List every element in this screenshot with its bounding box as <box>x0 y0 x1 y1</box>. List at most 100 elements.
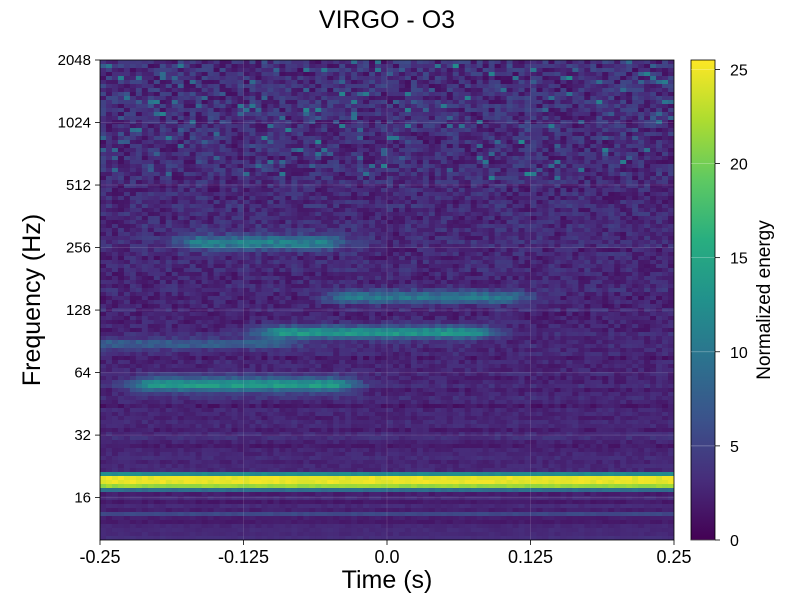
heatmap-cell <box>123 152 131 157</box>
heatmap-cell <box>398 204 406 209</box>
heatmap-cell <box>578 136 585 141</box>
heatmap-cell <box>267 244 274 249</box>
heatmap-cell <box>476 256 484 261</box>
heatmap-cell <box>524 84 532 89</box>
heatmap-cell <box>345 124 352 129</box>
heatmap-cell <box>506 112 514 117</box>
heatmap-cell <box>243 200 251 205</box>
heatmap-cell <box>392 108 400 113</box>
heatmap-cell <box>309 64 316 69</box>
heatmap-cell <box>548 164 556 169</box>
heatmap-cell <box>668 124 674 129</box>
heatmap-cell <box>243 88 251 93</box>
heatmap-cell <box>614 112 621 117</box>
heatmap-cell <box>357 112 364 117</box>
heatmap-cell <box>656 240 663 245</box>
heatmap-cell <box>434 144 442 149</box>
heatmap-cell <box>518 192 526 197</box>
heatmap-cell <box>117 184 125 189</box>
heatmap-cell <box>321 68 328 73</box>
heatmap-cell <box>626 176 633 181</box>
heatmap-cell <box>351 64 358 69</box>
heatmap-cell <box>620 212 627 217</box>
heatmap-cell <box>620 188 627 193</box>
heatmap-cell <box>285 100 292 105</box>
heatmap-cell <box>201 216 209 221</box>
heatmap-cell <box>416 208 424 213</box>
heatmap-cell <box>572 184 579 189</box>
heatmap-cell <box>147 92 155 97</box>
heatmap-cell <box>446 88 454 93</box>
heatmap-cell <box>452 224 460 229</box>
heatmap-cell <box>225 260 233 265</box>
heatmap-cell <box>249 160 257 165</box>
heatmap-cell <box>602 232 609 237</box>
heatmap-cell <box>267 220 274 225</box>
heatmap-cell <box>153 232 161 237</box>
heatmap-cell <box>494 88 502 93</box>
heatmap-cell <box>668 220 674 225</box>
heatmap-cell <box>231 264 239 269</box>
heatmap-cell <box>452 76 460 81</box>
heatmap-cell <box>464 112 472 117</box>
heatmap-cell <box>398 232 406 237</box>
heatmap-cell <box>129 72 137 77</box>
heatmap-cell <box>141 104 149 109</box>
heatmap-cell <box>129 64 137 69</box>
heatmap-cell <box>297 112 304 117</box>
heatmap-cell <box>398 240 406 245</box>
heatmap-cell <box>273 256 280 261</box>
heatmap-cell <box>446 228 454 233</box>
heatmap-cell <box>111 200 119 205</box>
heatmap-cell <box>434 156 442 161</box>
heatmap-cell <box>357 64 364 69</box>
heatmap-cell <box>470 208 478 213</box>
heatmap-cell <box>638 112 645 117</box>
heatmap-cell <box>404 256 412 261</box>
heatmap-cell <box>195 92 203 97</box>
heatmap-cell <box>255 64 263 69</box>
heatmap-cell <box>195 132 203 137</box>
heatmap-cell <box>345 76 352 81</box>
heatmap-cell <box>291 172 298 177</box>
heatmap-cell <box>100 148 107 153</box>
heatmap-cell <box>428 156 436 161</box>
heatmap-cell <box>105 104 113 109</box>
heatmap-cell <box>422 180 430 185</box>
heatmap-cell <box>482 244 490 249</box>
heatmap-cell <box>536 156 544 161</box>
heatmap-cell <box>482 160 490 165</box>
heatmap-cell <box>225 252 233 257</box>
heatmap-cell <box>392 60 400 65</box>
heatmap-cell <box>201 148 209 153</box>
heatmap-cell <box>207 164 215 169</box>
heatmap-cell <box>458 188 466 193</box>
heatmap-cell <box>614 160 621 165</box>
heatmap-cell <box>578 172 585 177</box>
heatmap-cell <box>548 60 556 65</box>
heatmap-cell <box>392 124 400 129</box>
heatmap-cell <box>171 128 179 133</box>
heatmap-cell <box>548 72 556 77</box>
heatmap-cell <box>369 184 376 189</box>
heatmap-cell <box>602 124 609 129</box>
heatmap-cell <box>650 196 657 201</box>
heatmap-cell <box>626 192 633 197</box>
heatmap-cell <box>596 236 603 241</box>
heatmap-cell <box>171 116 179 121</box>
heatmap-cell <box>165 80 173 85</box>
heatmap-cell <box>416 88 424 93</box>
heatmap-cell <box>237 168 245 173</box>
heatmap-cell <box>476 244 484 249</box>
heatmap-cell <box>381 236 388 241</box>
heatmap-cell <box>261 264 269 269</box>
heatmap-cell <box>530 260 538 265</box>
heatmap-cell <box>249 236 257 241</box>
heatmap-cell <box>428 204 436 209</box>
heatmap-cell <box>632 196 639 201</box>
heatmap-cell <box>416 76 424 81</box>
heatmap-cell <box>159 100 167 105</box>
heatmap-cell <box>165 260 173 265</box>
heatmap-cell <box>195 72 203 77</box>
heatmap-cell <box>351 120 358 125</box>
